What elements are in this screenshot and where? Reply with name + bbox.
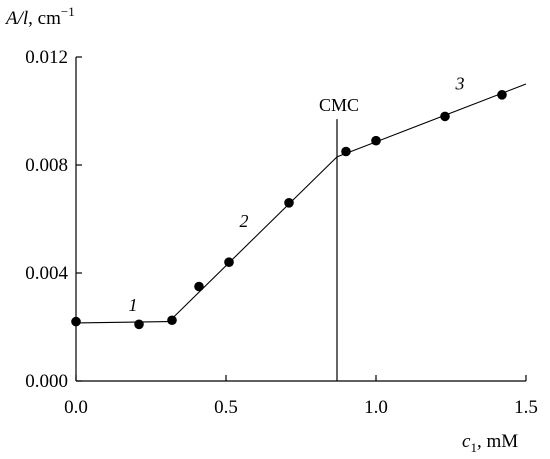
x-axis-title-main: c — [462, 431, 471, 452]
axes: 0.0 0.5 1.0 1.5 0.000 0.004 0.008 0.012 — [25, 47, 538, 418]
fit-line-1 — [75, 321, 170, 324]
y-axis-title-main: A/l — [4, 8, 28, 29]
fit-line-3 — [336, 83, 527, 158]
data-point — [371, 135, 381, 146]
x-tick-label: 1.0 — [364, 397, 388, 418]
data-point — [284, 198, 294, 208]
y-tick-label: 0.004 — [25, 263, 68, 284]
y-axis-title-sup: −1 — [61, 4, 75, 19]
data-point — [134, 319, 144, 330]
data-point — [224, 257, 234, 268]
segment-labels: 1 2 3 — [129, 73, 465, 314]
x-axis-title: c1, mM — [462, 431, 518, 455]
segment-label: 2 — [240, 211, 249, 231]
data-point — [440, 111, 450, 122]
fit-line-2 — [168, 156, 338, 322]
segment-label: 3 — [455, 73, 465, 93]
y-axis-title: A/l, cm−1 — [4, 4, 75, 29]
data-point — [194, 281, 204, 292]
fit-lines — [75, 83, 527, 324]
data-point — [341, 146, 351, 157]
data-point — [71, 316, 81, 327]
cmc-marker: CMC — [319, 95, 359, 381]
y-axis-title-unit: , cm — [28, 8, 61, 29]
x-axis-title-unit: , mM — [477, 431, 518, 452]
x-axis-title-sub: 1 — [470, 440, 477, 455]
data-points — [71, 90, 507, 330]
y-tick-label: 0.012 — [25, 47, 68, 68]
data-point — [167, 315, 177, 326]
x-tick-label: 1.5 — [514, 397, 538, 418]
y-tick-label: 0.008 — [25, 155, 68, 176]
segment-label: 1 — [129, 295, 138, 315]
cmc-label: CMC — [319, 95, 359, 115]
x-tick-label: 0.5 — [214, 397, 238, 418]
y-tick-label: 0.000 — [25, 371, 68, 392]
x-tick-label: 0.0 — [64, 397, 88, 418]
data-point — [497, 90, 507, 100]
